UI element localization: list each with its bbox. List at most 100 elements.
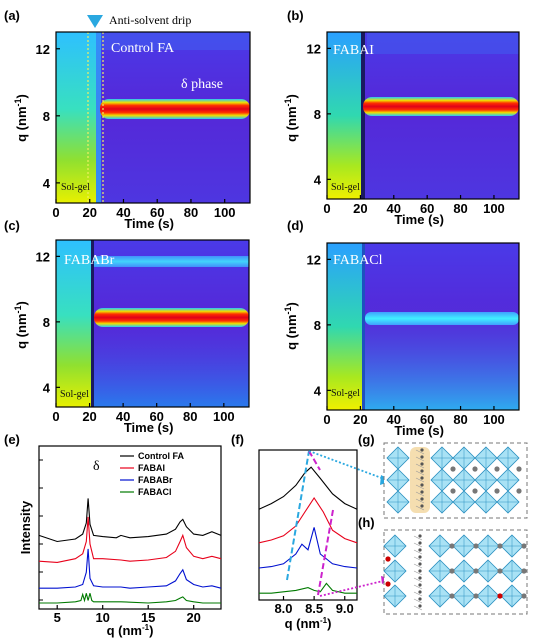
delta-annotation: δ xyxy=(93,459,100,474)
x-tick-label: 20 xyxy=(83,205,97,220)
cation-g xyxy=(450,466,456,472)
chart-f-frame xyxy=(258,449,358,601)
organic-molecule-g xyxy=(420,455,424,459)
heatmap-d-frame xyxy=(326,242,520,411)
schematic-g-octahedra xyxy=(386,446,522,514)
y-tick-label: 8 xyxy=(43,109,50,124)
x-tick-label: 100 xyxy=(214,205,236,220)
heatmap-c-cyan-band xyxy=(94,256,249,267)
cation-g xyxy=(494,488,500,494)
heatmap-b-transition xyxy=(361,32,365,199)
drip-label: Anti-solvent drip xyxy=(109,13,191,27)
x-tick-label: 60 xyxy=(149,409,163,424)
cation-h xyxy=(497,568,503,574)
heatmap-c-transition xyxy=(91,240,94,407)
x-tick-label: 80 xyxy=(453,412,467,427)
y-tick-label: 4 xyxy=(314,383,322,398)
cation-h xyxy=(449,543,455,549)
y-axis-title-e: Intensity xyxy=(18,500,33,554)
x-tick-label-e: 15 xyxy=(141,610,155,625)
y-axis-title: q (nm-1) xyxy=(283,94,299,142)
x-tick-label: 0 xyxy=(52,409,59,424)
panel-label-f: (f) xyxy=(231,432,244,447)
series-line-e-3 xyxy=(39,592,221,604)
heatmap-c-red-band xyxy=(94,308,249,327)
panel-label-a: (a) xyxy=(4,8,20,23)
panel-f: (f) 8.0 8.5 9.0 q (nm-1) xyxy=(231,432,392,631)
x-tick-label: 40 xyxy=(387,412,401,427)
cation-h xyxy=(521,568,527,574)
panel-label-g: (g) xyxy=(358,432,375,447)
pointer-to-g xyxy=(308,450,388,481)
panel-c: (c) FABABr Sol-gel 4 8 12 0 20 40 60 80 100 Time… xyxy=(4,218,250,435)
panel-d: (d) FABACl Sol-gel 4 8 12 0 20 40 60 80 100 Time… xyxy=(287,218,520,438)
series-line-e-1 xyxy=(38,516,222,563)
organic-molecule-h-bond xyxy=(413,556,423,562)
x-tick-label: 100 xyxy=(483,201,505,216)
panel-label-e: (e) xyxy=(4,432,20,447)
x-tick-label: 0 xyxy=(52,205,59,220)
organic-molecule-h xyxy=(418,548,422,552)
heatmap-a-red-band xyxy=(100,99,250,119)
y-tick-label: 12 xyxy=(36,42,50,57)
legend-label-e: Control FA xyxy=(138,451,184,461)
organic-molecule-g-bond xyxy=(415,491,425,497)
x-axis-title-f: q (nm-1) xyxy=(285,616,332,631)
heatmap-a-frame xyxy=(55,31,251,204)
organic-molecule-g-bond xyxy=(415,498,425,504)
drip-triangle-icon xyxy=(87,15,103,28)
heatmap-d-cyan-band xyxy=(365,312,519,325)
x-axis-title: Time (s) xyxy=(394,212,444,227)
pointer-to-h xyxy=(319,579,388,597)
organic-molecule-h-bond xyxy=(413,605,423,611)
legend-label-e: FABABr xyxy=(138,475,173,485)
heatmap-b-top-band xyxy=(367,32,519,54)
cation-g xyxy=(516,466,522,472)
y-tick-label: 12 xyxy=(307,41,321,56)
series-line-e-2 xyxy=(39,548,222,589)
schematic-h-octahedra xyxy=(383,534,527,611)
series-line-f-0 xyxy=(258,466,358,510)
organic-molecule-h-bond xyxy=(413,577,423,583)
heatmap-d-title: FABACl xyxy=(333,253,383,268)
heatmap-c-solgel-region xyxy=(56,240,92,407)
y-tick-label: 12 xyxy=(307,252,321,267)
panel-label-h: (h) xyxy=(358,515,375,530)
cation-h xyxy=(521,543,527,549)
x-tick-label: 0 xyxy=(323,412,330,427)
organic-molecule-h xyxy=(418,541,422,545)
organic-molecule-g-bond xyxy=(415,463,425,469)
magenta-trend-upper xyxy=(308,450,321,471)
cation-g xyxy=(494,466,500,472)
organic-molecule-h xyxy=(418,590,422,594)
organic-molecule-h xyxy=(418,555,422,559)
organic-molecule-g xyxy=(420,483,424,487)
organic-molecule-g-bond xyxy=(415,470,425,476)
organic-molecule-g xyxy=(420,490,424,494)
halide-ion-h xyxy=(385,581,391,587)
heatmap-b-red-band xyxy=(363,97,519,116)
panel-b: (b) FABAI Sol-gel 4 8 12 0 20 40 60 80 100 Time … xyxy=(287,8,520,227)
series-line-f-3 xyxy=(259,582,357,594)
heatmap-b-title: FABAI xyxy=(333,43,374,58)
organic-molecule-h xyxy=(418,576,422,580)
y-tick-label: 12 xyxy=(36,249,50,264)
x-tick-label: 60 xyxy=(150,205,164,220)
cation-g xyxy=(516,488,522,494)
organic-molecule-g xyxy=(420,504,424,508)
panel-label-d: (d) xyxy=(287,218,304,233)
organic-molecule-h-bond xyxy=(413,549,423,555)
x-axis-title: Time (s) xyxy=(124,216,174,231)
y-axis-title: q (nm-1) xyxy=(283,302,299,350)
cation-h xyxy=(497,543,503,549)
solgel-label-c: Sol-gel xyxy=(60,389,89,400)
x-tick-label: 100 xyxy=(483,412,505,427)
series-line-e-0 xyxy=(38,498,222,543)
organic-molecule-h xyxy=(418,604,422,608)
x-tick-label-f: 8.5 xyxy=(305,601,323,616)
heatmap-d-solgel-region xyxy=(327,243,363,410)
y-tick-label: 4 xyxy=(43,380,51,395)
chart-e-frame xyxy=(38,445,222,610)
halide-ion-h xyxy=(497,593,503,599)
